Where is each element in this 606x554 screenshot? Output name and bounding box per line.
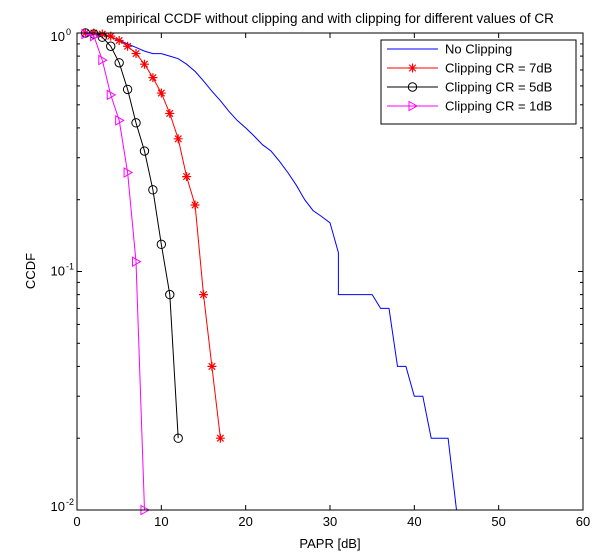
- x-tick-label: 0: [73, 514, 80, 529]
- x-axis-label: PAPR [dB]: [299, 536, 360, 551]
- data-point: [123, 167, 134, 178]
- y-tick-label: 10: [51, 264, 65, 279]
- legend-marker: [407, 82, 418, 92]
- x-tick-label: 50: [491, 514, 505, 529]
- x-tick-label: 60: [576, 514, 590, 529]
- y-tick-exponent: -1: [66, 262, 74, 272]
- data-point: [106, 41, 116, 51]
- data-point: [122, 84, 133, 95]
- legend-entry: Clipping CR = 5dB: [445, 80, 552, 95]
- data-point: [98, 54, 108, 66]
- x-tick-label: 10: [154, 514, 168, 529]
- data-point: [106, 31, 116, 41]
- data-point: [139, 146, 150, 156]
- data-point: [148, 73, 158, 83]
- data-point: [131, 118, 141, 128]
- data-point: [199, 290, 208, 300]
- legend: No Clipping Clipping CR = 7dB Clipping CR …: [380, 39, 577, 125]
- series-line: [85, 32, 179, 439]
- legend-marker: [408, 63, 417, 73]
- series-line: [85, 33, 145, 511]
- data-point: [106, 89, 117, 101]
- data-point: [97, 29, 107, 39]
- series-1: [77, 32, 583, 511]
- y-tick-label: 10: [51, 499, 65, 514]
- data-point: [165, 289, 175, 300]
- data-point: [132, 256, 142, 267]
- x-tick-label: 40: [407, 514, 421, 529]
- data-point: [173, 433, 183, 443]
- legend-entry: Clipping CR = 7dB: [445, 61, 552, 76]
- data-point: [81, 28, 91, 40]
- data-point: [156, 88, 166, 98]
- legend-entry: No Clipping: [445, 42, 512, 57]
- x-tick-label: 30: [323, 514, 337, 529]
- data-point: [182, 172, 192, 182]
- data-point: [215, 433, 225, 443]
- data-point: [139, 59, 149, 69]
- data-point: [114, 58, 124, 68]
- chart-title: empirical CCDF without clipping and with…: [106, 11, 554, 26]
- series-4: [81, 28, 150, 516]
- x-tick-label: 20: [238, 514, 252, 529]
- data-point: [115, 115, 125, 126]
- y-tick-exponent: -2: [66, 497, 74, 507]
- data-point: [190, 200, 200, 210]
- data-point: [156, 239, 167, 250]
- data-point: [207, 361, 217, 371]
- data-point: [89, 30, 100, 42]
- y-tick-label: 10: [51, 29, 65, 44]
- data-point: [173, 134, 183, 144]
- y-axis-label: CCDF: [23, 253, 38, 289]
- legend-box: [380, 39, 577, 125]
- data-point: [123, 41, 133, 51]
- data-point: [148, 185, 158, 195]
- series-line: [77, 32, 583, 511]
- legend-entry: Clipping CR = 1dB: [445, 99, 552, 114]
- data-point: [114, 36, 124, 46]
- legend-marker: [408, 100, 419, 112]
- series-layer: [77, 28, 583, 516]
- y-tick-exponent: 0: [66, 27, 71, 37]
- data-point: [131, 49, 141, 59]
- data-point: [165, 108, 175, 118]
